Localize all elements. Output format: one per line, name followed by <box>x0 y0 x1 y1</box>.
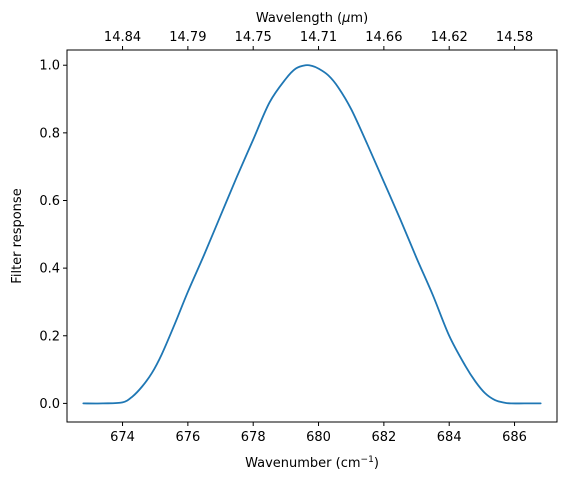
y-axis-label: Filter response <box>10 188 25 283</box>
x-tick-label: 682 <box>371 430 396 445</box>
x-tick-label: 678 <box>241 430 266 445</box>
x-tick-label: 680 <box>306 430 331 445</box>
x-axis: 674 676 678 680 682 684 686 <box>110 422 527 445</box>
plot-area <box>67 50 557 422</box>
y-tick-label: 0.4 <box>39 262 60 277</box>
y-tick-label: 1.0 <box>39 59 60 74</box>
x2-tick-label: 14.84 <box>104 30 141 45</box>
y-tick-label: 0.8 <box>39 126 60 141</box>
x2-axis-label: Wavelength (μm) <box>256 11 368 26</box>
y-tick-label: 0.2 <box>39 329 60 344</box>
x2-tick-label: 14.71 <box>300 30 337 45</box>
x-tick-label: 686 <box>502 430 527 445</box>
x2-tick-label: 14.62 <box>431 30 468 45</box>
y-axis: 0.0 0.2 0.4 0.6 0.8 1.0 <box>39 59 67 412</box>
x-tick-label: 674 <box>110 430 135 445</box>
x-tick-label: 684 <box>437 430 462 445</box>
x2-tick-label: 14.66 <box>365 30 402 45</box>
x2-axis: 14.84 14.79 14.75 14.71 14.66 14.62 14.58 <box>104 30 533 50</box>
x2-tick-label: 14.75 <box>235 30 272 45</box>
x-tick-label: 676 <box>175 430 200 445</box>
plot-series <box>82 64 542 405</box>
x2-tick-label: 14.58 <box>496 30 533 45</box>
x-axis-label: Wavenumber (cm−1) <box>245 455 379 471</box>
y-tick-label: 0.0 <box>39 397 60 412</box>
y-tick-label: 0.6 <box>39 194 60 209</box>
filter-response-line <box>82 64 542 405</box>
axes-frame <box>66 49 558 423</box>
x2-tick-label: 14.79 <box>169 30 206 45</box>
